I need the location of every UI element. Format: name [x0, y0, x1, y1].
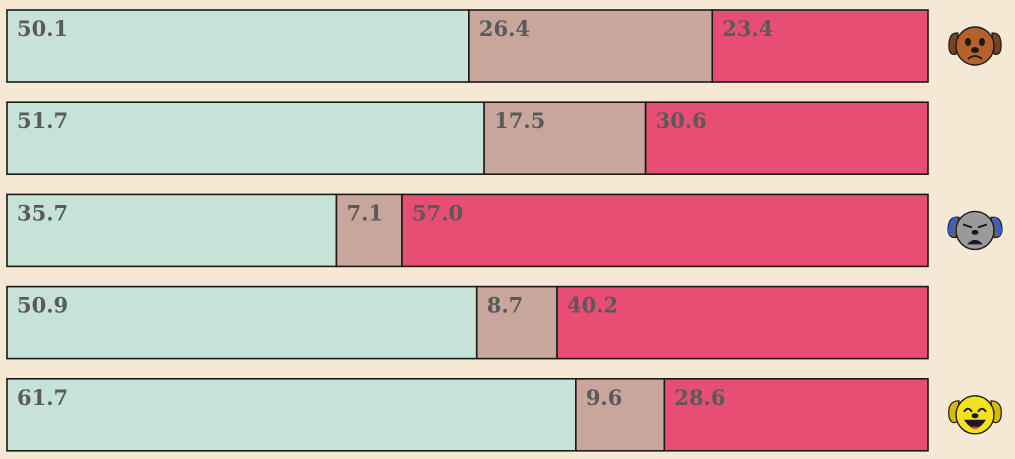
bar-segment-3: [711, 9, 929, 83]
data-label: 40.2: [567, 293, 618, 318]
bar-segment-1: [6, 101, 485, 175]
bar-row: 51.7 17.5 30.6: [6, 101, 929, 175]
bar-segment-3: [663, 377, 929, 452]
sad-brown-dog-icon: [948, 26, 1002, 66]
data-label: 50.9: [17, 293, 68, 318]
bar-segment-1: [6, 377, 577, 452]
data-label: 26.4: [479, 16, 530, 41]
data-label: 61.7: [17, 385, 68, 410]
data-label: 9.6: [586, 385, 623, 410]
data-label: 51.7: [17, 108, 68, 133]
data-label: 35.7: [17, 200, 68, 225]
bar-row: 50.9 8.7 40.2: [6, 285, 929, 360]
data-label: 17.5: [494, 108, 545, 133]
bar-segment-3: [556, 285, 929, 360]
bar-segment-2: [575, 377, 666, 452]
bar-row: 50.1 26.4 23.4: [6, 9, 1002, 83]
bar-segment-2: [468, 9, 714, 83]
bar-segment-1: [6, 9, 470, 83]
data-label: 50.1: [17, 16, 68, 41]
data-label: 28.6: [674, 385, 725, 410]
data-label: 8.7: [487, 293, 524, 318]
data-label: 30.6: [656, 108, 707, 133]
crying-gray-dog-icon: [947, 210, 1003, 251]
bar-segment-3: [401, 193, 929, 268]
bar-segment-2: [335, 193, 403, 268]
bar-row: 61.7 9.6 28.6: [6, 377, 1002, 452]
bar-segment-1: [6, 285, 478, 360]
bar-segment-3: [644, 101, 929, 175]
data-label: 23.4: [722, 16, 773, 41]
laughing-yellow-dog-icon: [948, 395, 1002, 435]
bar-row: 35.7 7.1 57.0: [6, 193, 1003, 268]
data-label: 57.0: [412, 200, 463, 225]
data-label: 7.1: [346, 200, 383, 225]
bar-segment-1: [6, 193, 338, 268]
bar-segment-2: [483, 101, 647, 175]
